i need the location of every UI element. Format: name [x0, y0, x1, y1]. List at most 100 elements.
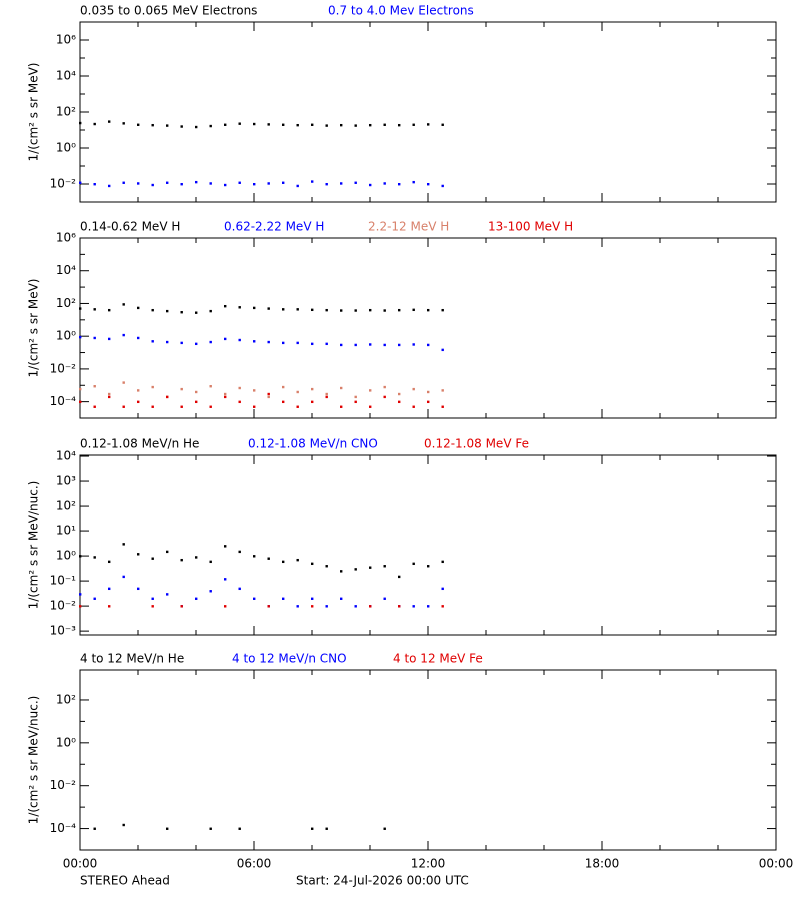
y-tick-label: 10⁻²	[50, 599, 77, 613]
data-point	[180, 558, 183, 562]
data-point	[427, 605, 430, 608]
data-point	[180, 387, 183, 391]
data-point	[398, 392, 401, 396]
data-point	[224, 304, 227, 308]
legend-entry: 4 to 12 MeV Fe	[393, 652, 483, 666]
data-point	[311, 562, 314, 566]
data-point	[151, 385, 154, 389]
data-point	[253, 340, 256, 343]
data-point	[369, 183, 372, 187]
data-point	[253, 389, 256, 392]
data-point	[79, 121, 82, 125]
data-point	[166, 309, 169, 313]
data-point	[79, 605, 82, 608]
y-tick-label: 10⁴	[56, 69, 76, 83]
data-point	[79, 555, 82, 558]
data-point	[296, 341, 299, 345]
data-point	[238, 587, 241, 591]
data-point	[137, 123, 140, 126]
data-point	[209, 827, 212, 830]
data-point	[137, 400, 140, 404]
data-point	[354, 568, 357, 571]
data-point	[383, 123, 386, 126]
data-point	[93, 308, 96, 311]
data-point	[398, 605, 401, 608]
data-point	[412, 308, 415, 312]
data-point	[311, 400, 314, 404]
data-point	[166, 181, 169, 184]
data-point	[253, 306, 256, 310]
data-point	[441, 560, 444, 564]
data-point	[282, 385, 285, 389]
data-point	[441, 184, 444, 188]
data-point	[441, 405, 444, 408]
data-point	[122, 333, 125, 337]
data-point	[311, 180, 314, 183]
data-point	[267, 340, 270, 344]
data-point	[224, 123, 227, 126]
data-point	[195, 390, 198, 394]
data-point	[108, 308, 111, 312]
data-point	[180, 405, 183, 408]
data-point	[253, 183, 256, 186]
data-point	[93, 385, 96, 388]
data-point	[195, 342, 198, 346]
data-point	[151, 605, 154, 608]
data-point	[427, 308, 430, 312]
x-tick-label: 00:00	[63, 857, 98, 871]
data-point	[151, 597, 154, 600]
data-point	[340, 570, 343, 573]
data-point	[108, 605, 111, 608]
data-point	[412, 605, 415, 608]
y-tick-label: 10⁻²	[50, 361, 77, 375]
data-point	[108, 184, 111, 188]
data-point	[122, 303, 125, 306]
data-point	[151, 183, 154, 187]
data-point	[369, 308, 372, 312]
data-point	[224, 337, 227, 341]
data-point	[311, 308, 314, 312]
x-tick-label: 12:00	[411, 857, 446, 871]
data-point	[427, 343, 430, 347]
data-point	[93, 556, 96, 559]
data-point	[412, 387, 415, 391]
data-point	[195, 400, 198, 404]
data-point	[166, 827, 169, 830]
data-point	[383, 385, 386, 389]
data-point	[79, 593, 82, 596]
data-point	[398, 123, 401, 127]
data-point	[369, 566, 372, 569]
data-point	[267, 392, 270, 396]
data-point	[122, 181, 125, 184]
data-point	[180, 311, 183, 314]
data-point	[224, 392, 227, 396]
y-tick-label: 10⁻¹	[50, 574, 77, 588]
data-point	[340, 343, 343, 347]
legend-entry: 0.7 to 4.0 Mev Electrons	[328, 4, 474, 18]
data-point	[296, 390, 299, 394]
x-tick-label: 06:00	[237, 857, 272, 871]
data-point	[311, 342, 314, 346]
data-point	[224, 545, 227, 548]
data-point	[137, 587, 140, 591]
data-point	[180, 341, 183, 345]
data-point	[296, 308, 299, 311]
data-point	[340, 182, 343, 185]
data-point	[354, 309, 357, 312]
data-point	[398, 308, 401, 312]
y-tick-label: 10⁶	[56, 33, 76, 47]
data-point	[166, 124, 169, 127]
data-point	[195, 180, 198, 184]
start-label: Start: 24-Jul-2026 00:00 UTC	[296, 874, 469, 888]
data-point	[354, 181, 357, 184]
data-point	[267, 557, 270, 560]
data-point	[108, 560, 111, 564]
data-point	[441, 389, 444, 392]
data-point	[253, 597, 256, 600]
data-point	[151, 123, 154, 127]
data-point	[282, 123, 285, 126]
data-point	[311, 387, 314, 391]
data-point	[151, 308, 154, 312]
y-tick-label: 10⁻⁴	[50, 821, 77, 835]
